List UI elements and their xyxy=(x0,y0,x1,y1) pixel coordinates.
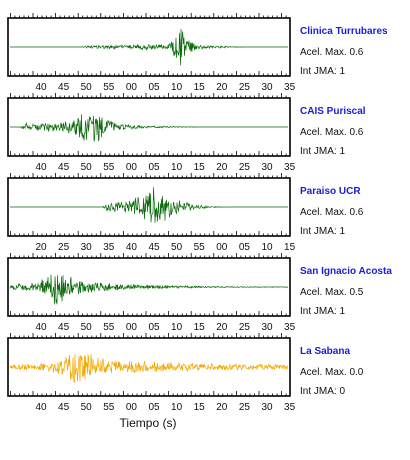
tick-label: 35 xyxy=(284,402,296,413)
tick-label: 00 xyxy=(126,162,138,173)
tick-label: 15 xyxy=(194,162,206,173)
tick-label: 10 xyxy=(171,162,183,173)
panel-clinica-turrubares: 40 45 50 55 00 05 10 15 20 25 30 35 Clinica Turrubar… xyxy=(7,13,388,93)
tick-label: 15 xyxy=(284,242,296,253)
tick-label: 40 xyxy=(126,242,138,253)
tick-label: 10 xyxy=(171,322,183,333)
tick-label: 35 xyxy=(103,242,115,253)
tick-label: 50 xyxy=(81,402,93,413)
tick-label: 20 xyxy=(216,402,228,413)
tick-label: 45 xyxy=(58,402,70,413)
tick-label: 45 xyxy=(58,162,70,173)
x-axis-title: Tiempo (s) xyxy=(120,416,177,430)
tick-label: 35 xyxy=(284,162,296,173)
tick-label: 15 xyxy=(194,402,206,413)
tick-label: 55 xyxy=(103,162,115,173)
tick-label: 45 xyxy=(58,82,70,93)
tick-label: 40 xyxy=(35,322,47,333)
max-acceleration: Acel. Max. 0.0 xyxy=(300,367,364,378)
jma-intensity: Int JMA: 0 xyxy=(300,386,345,397)
station-name: La Sabana xyxy=(300,346,350,357)
jma-intensity: Int JMA: 1 xyxy=(300,306,345,317)
tick-label: 45 xyxy=(148,242,160,253)
tick-label: 25 xyxy=(239,162,251,173)
tick-label: 25 xyxy=(239,82,251,93)
tick-label: 40 xyxy=(35,82,47,93)
tick-label: 25 xyxy=(239,322,251,333)
panel-frame-clinica-turrubares xyxy=(7,17,291,77)
station-name: CAIS Puriscal xyxy=(300,106,366,117)
tick-label: 00 xyxy=(216,242,228,253)
tick-label: 20 xyxy=(35,242,47,253)
ticks-cais-puriscal xyxy=(9,93,287,156)
tick-label: 25 xyxy=(58,242,70,253)
tick-label: 50 xyxy=(171,242,183,253)
tick-label: 55 xyxy=(103,402,115,413)
panel-la-sabana: 40 45 50 55 00 05 10 15 20 25 30 35 La Sabana Acel. M… xyxy=(7,333,364,413)
tick-label: 30 xyxy=(261,162,273,173)
tick-label: 05 xyxy=(148,402,160,413)
panels-group: 40 45 50 55 00 05 10 15 20 25 30 35 Clinica Turrubar… xyxy=(7,13,392,413)
tick-label: 30 xyxy=(261,402,273,413)
tick-label: 05 xyxy=(148,162,160,173)
tick-label: 35 xyxy=(284,82,296,93)
panel-paraiso-ucr: 20 25 30 35 40 45 50 55 00 05 10 15 Paraiso UCR Acel.… xyxy=(7,173,364,253)
tick-label: 20 xyxy=(216,322,228,333)
tick-label: 15 xyxy=(194,322,206,333)
station-name: San Ignacio Acosta xyxy=(300,266,392,277)
panel-frame-cais-puriscal xyxy=(7,97,291,157)
panel-frame-la-sabana xyxy=(7,337,291,397)
jma-intensity: Int JMA: 1 xyxy=(300,146,345,157)
max-acceleration: Acel. Max. 0.6 xyxy=(300,127,364,138)
tick-label: 00 xyxy=(126,322,138,333)
tick-label: 05 xyxy=(148,322,160,333)
tick-label: 25 xyxy=(239,402,251,413)
tick-label: 10 xyxy=(261,242,273,253)
trace-clinica-turrubares xyxy=(10,28,288,66)
tick-label: 55 xyxy=(103,322,115,333)
ticks-san-ignacio-acosta xyxy=(9,253,287,316)
tick-label: 55 xyxy=(103,82,115,93)
tick-label: 40 xyxy=(35,162,47,173)
tick-label: 50 xyxy=(81,162,93,173)
ticks-paraiso-ucr xyxy=(9,173,287,236)
panel-frame-paraiso-ucr xyxy=(7,177,291,237)
tick-label: 05 xyxy=(148,82,160,93)
jma-intensity: Int JMA: 1 xyxy=(300,66,345,77)
tick-label: 30 xyxy=(261,322,273,333)
tick-label: 10 xyxy=(171,82,183,93)
jma-intensity: Int JMA: 1 xyxy=(300,226,345,237)
trace-paraiso-ucr xyxy=(10,187,288,223)
max-acceleration: Acel. Max. 0.6 xyxy=(300,207,364,218)
tick-label: 20 xyxy=(216,82,228,93)
trace-san-ignacio-acosta xyxy=(9,274,289,305)
tick-label: 50 xyxy=(81,82,93,93)
tick-label: 00 xyxy=(126,402,138,413)
tick-label: 00 xyxy=(126,82,138,93)
trace-la-sabana xyxy=(9,353,289,384)
max-acceleration: Acel. Max. 0.5 xyxy=(300,287,364,298)
tick-label: 15 xyxy=(194,82,206,93)
max-acceleration: Acel. Max. 0.6 xyxy=(300,47,364,58)
tick-label: 35 xyxy=(284,322,296,333)
panel-cais-puriscal: 40 45 50 55 00 05 10 15 20 25 30 35 CAIS Puriscal Ace… xyxy=(7,93,366,173)
station-name: Clinica Turrubares xyxy=(300,26,388,37)
tick-label: 05 xyxy=(239,242,251,253)
ticks-la-sabana xyxy=(9,333,287,396)
station-name: Paraiso UCR xyxy=(300,186,361,197)
tick-label: 10 xyxy=(171,402,183,413)
ticks-clinica-turrubares xyxy=(9,13,287,76)
tick-label: 30 xyxy=(81,242,93,253)
panel-san-ignacio-acosta: 40 45 50 55 00 05 10 15 20 25 30 35 San Ignacio Acos… xyxy=(7,253,392,333)
panel-frame-san-ignacio-acosta xyxy=(7,257,291,317)
tick-label: 45 xyxy=(58,322,70,333)
tick-label: 40 xyxy=(35,402,47,413)
tick-label: 30 xyxy=(261,82,273,93)
tick-label: 50 xyxy=(81,322,93,333)
trace-cais-puriscal xyxy=(10,114,288,142)
tick-label: 55 xyxy=(194,242,206,253)
tick-label: 20 xyxy=(216,162,228,173)
